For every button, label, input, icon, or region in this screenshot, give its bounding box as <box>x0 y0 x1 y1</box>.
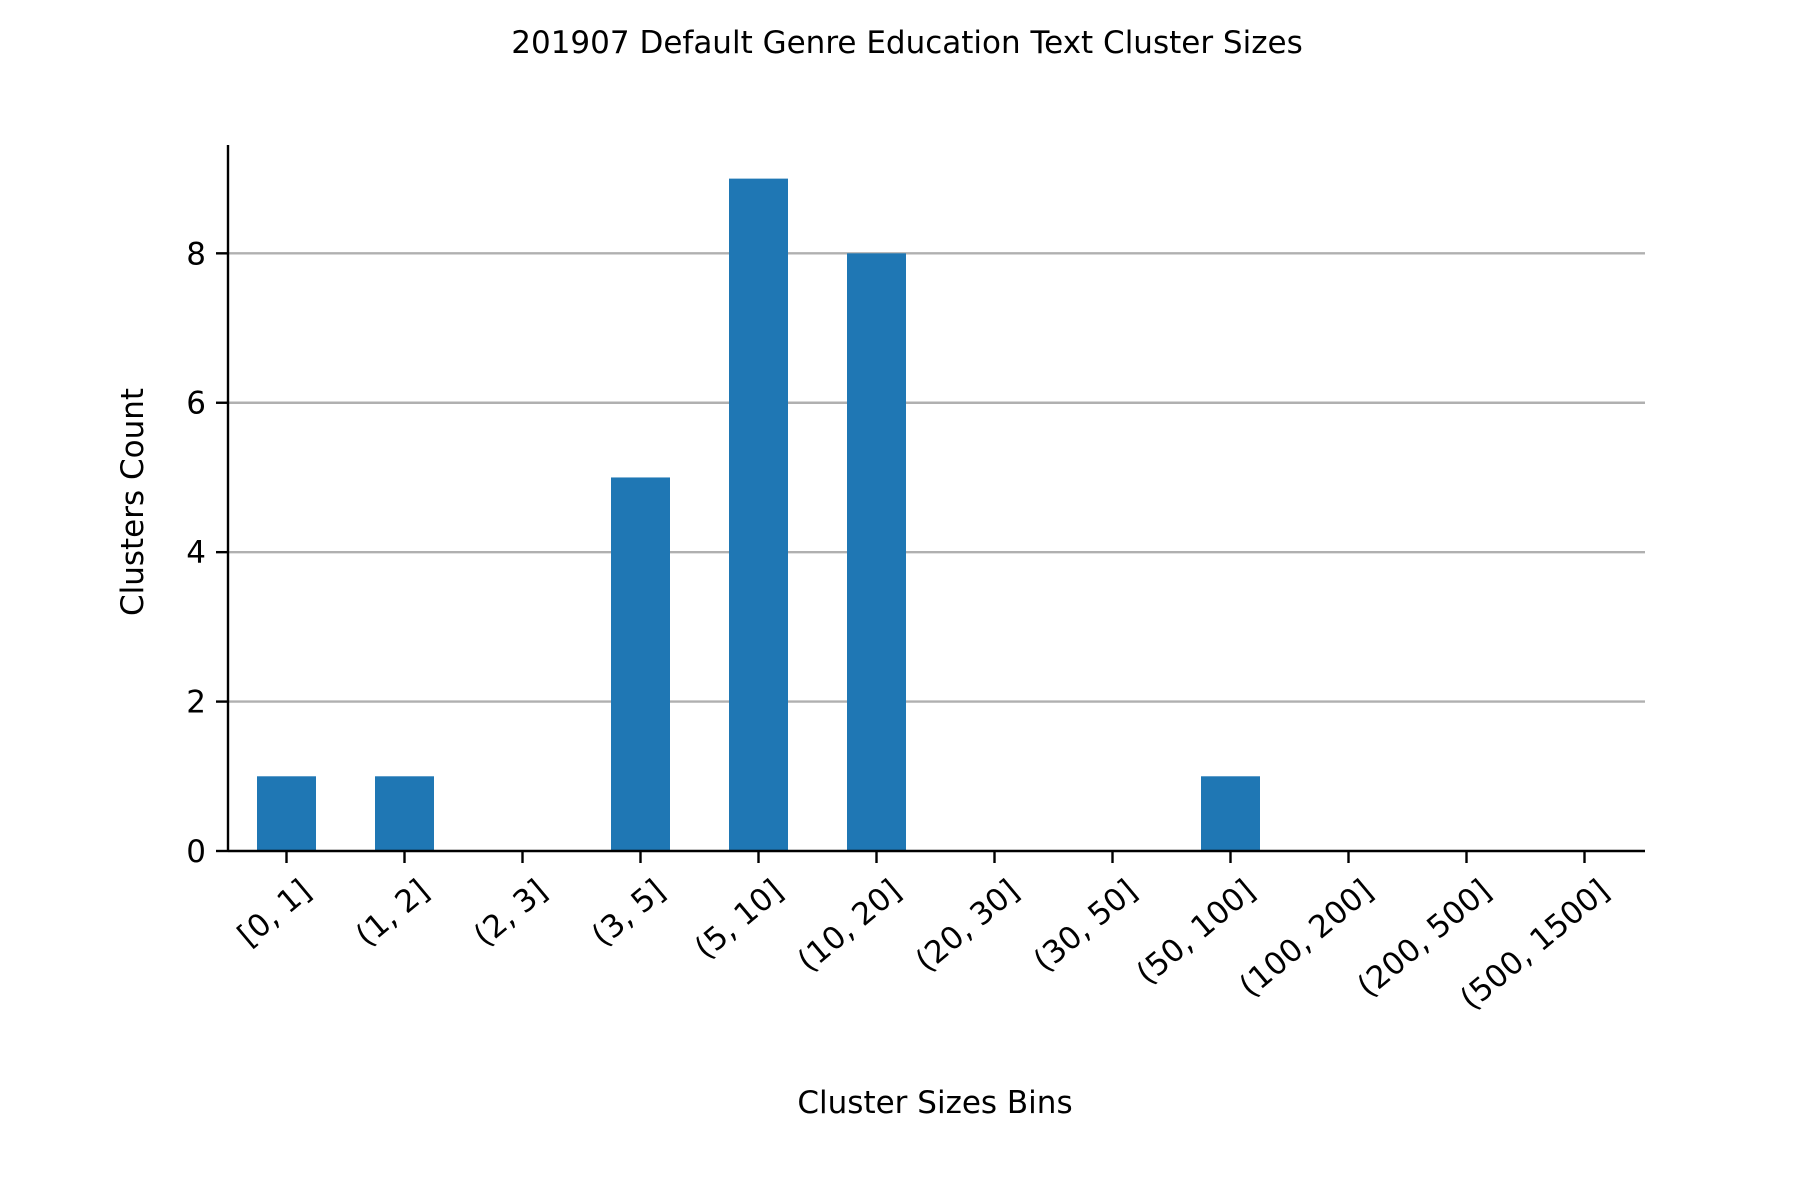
bar-1 <box>375 776 434 851</box>
y-tick-label-0: 0 <box>186 834 206 870</box>
axes <box>226 145 1645 853</box>
y-tick-label-4: 4 <box>186 535 206 571</box>
y-ticks: 0 2 4 6 8 <box>186 236 228 870</box>
x-ticks: [0, 1] (1, 2] (2, 3] (3, 5] (5, 10] (10, 20](… <box>231 851 1616 1017</box>
bar-3 <box>611 477 670 851</box>
x-tick-label-1: (1, 2] <box>349 873 436 954</box>
x-tick-label-5: (10, 20] <box>791 873 908 980</box>
x-axis-label: Cluster Sizes Bins <box>797 1085 1072 1121</box>
y-axis-label: Clusters Count <box>115 388 151 616</box>
x-tick-label-7: (30, 50] <box>1027 873 1144 980</box>
x-tick-label-3: (3, 5] <box>585 873 672 954</box>
y-tick-label-2: 2 <box>186 685 206 721</box>
x-tick-label-4: (5, 10] <box>688 873 790 967</box>
bar-8 <box>1201 776 1260 851</box>
y-tick-label-6: 6 <box>186 386 206 422</box>
x-tick-label-2: (2, 3] <box>467 873 554 954</box>
bar-0 <box>257 776 316 851</box>
gridlines <box>228 252 1645 703</box>
chart-title: 201907 Default Genre Education Text Clus… <box>511 25 1302 61</box>
bars <box>257 178 1260 852</box>
x-tick-label-6: (20, 30] <box>909 873 1026 980</box>
bar-5 <box>847 253 906 851</box>
bar-4 <box>729 178 788 852</box>
y-tick-label-8: 8 <box>186 236 206 272</box>
x-tick-label-0: [0, 1] <box>231 873 318 954</box>
